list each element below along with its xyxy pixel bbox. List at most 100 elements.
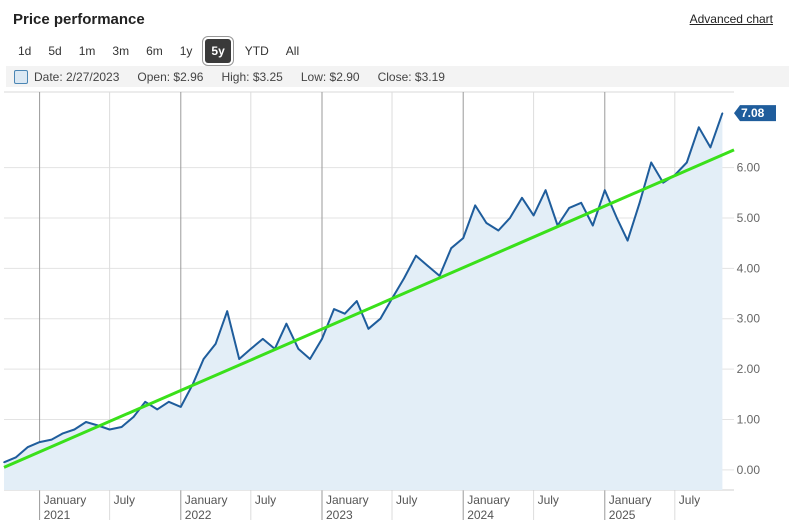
price-point bbox=[144, 401, 147, 403]
x-tick-year-label: 2023 bbox=[326, 508, 353, 522]
price-point bbox=[474, 204, 476, 207]
last-value-label: 7.08 bbox=[741, 106, 765, 120]
range-1m-button[interactable]: 1m bbox=[78, 44, 96, 58]
page-title: Price performance bbox=[13, 11, 145, 28]
x-tick-year-label: 2024 bbox=[467, 508, 494, 522]
info-close: Close: $3.19 bbox=[377, 69, 445, 84]
price-point bbox=[615, 217, 618, 219]
y-tick-label: 2.00 bbox=[737, 362, 761, 376]
price-point bbox=[108, 428, 111, 431]
price-point bbox=[568, 207, 570, 209]
series-swatch-icon bbox=[14, 69, 28, 84]
price-point bbox=[356, 300, 358, 302]
info-low: Low: $2.90 bbox=[300, 69, 360, 84]
price-point bbox=[709, 146, 712, 149]
range-1y-button[interactable]: 1y bbox=[179, 44, 193, 58]
info-high: High: $3.25 bbox=[221, 69, 283, 84]
x-tick-label: July bbox=[396, 493, 417, 507]
price-point bbox=[626, 239, 629, 242]
price-point bbox=[297, 348, 300, 350]
price-point bbox=[591, 224, 594, 227]
price-point bbox=[509, 217, 511, 219]
price-info-bar: Date: 2/27/2023 Open: $2.96 High: $3.25 … bbox=[6, 66, 789, 87]
price-point bbox=[3, 461, 5, 464]
price-point bbox=[497, 229, 500, 232]
range-6m-button[interactable]: 6m bbox=[146, 44, 163, 58]
y-tick-label: 6.00 bbox=[737, 161, 761, 175]
price-point bbox=[426, 265, 429, 267]
price-point bbox=[544, 189, 547, 192]
price-point bbox=[379, 317, 382, 320]
price-point bbox=[321, 338, 323, 340]
range-3m-button[interactable]: 3m bbox=[112, 44, 130, 58]
range-5d-button[interactable]: 5d bbox=[48, 44, 62, 58]
x-tick-label: January bbox=[467, 493, 510, 507]
x-tick-year-label: 2022 bbox=[185, 508, 212, 522]
price-point bbox=[73, 428, 76, 431]
price-point bbox=[309, 358, 311, 360]
price-point bbox=[226, 310, 229, 312]
info-open: Open: $2.96 bbox=[137, 69, 204, 84]
y-tick-label: 3.00 bbox=[737, 312, 761, 326]
price-point bbox=[168, 401, 170, 403]
range-5y-button[interactable]: 5y bbox=[205, 39, 231, 63]
price-point bbox=[285, 322, 288, 325]
price-point bbox=[120, 426, 123, 428]
last-value-badge bbox=[734, 105, 776, 122]
price-point bbox=[450, 247, 453, 249]
range-selector: 1d 5d 1m 3m 6m 1y 5y YTD All bbox=[10, 39, 308, 63]
price-area-fill bbox=[4, 113, 723, 490]
price-point bbox=[603, 189, 606, 192]
y-tick-label: 5.00 bbox=[737, 211, 761, 225]
x-tick-label: January bbox=[326, 493, 369, 507]
price-point bbox=[532, 214, 535, 217]
price-point bbox=[38, 441, 41, 443]
x-tick-label: July bbox=[114, 493, 135, 507]
price-point bbox=[250, 348, 252, 350]
price-point bbox=[262, 338, 264, 340]
price-point bbox=[686, 161, 688, 164]
price-point bbox=[638, 202, 641, 204]
info-date: Date: 2/27/2023 bbox=[34, 69, 120, 84]
price-point bbox=[521, 196, 523, 199]
price-point bbox=[132, 416, 135, 418]
y-tick-label: 1.00 bbox=[737, 412, 761, 426]
range-all-button[interactable]: All bbox=[285, 44, 300, 58]
price-point bbox=[179, 406, 182, 408]
x-tick-year-label: 2021 bbox=[44, 508, 71, 522]
advanced-chart-link[interactable]: Advanced chart bbox=[689, 12, 773, 26]
trendline-layer bbox=[3, 148, 735, 469]
y-tick-label: 0.00 bbox=[737, 463, 761, 477]
price-point bbox=[333, 308, 335, 310]
x-tick-label: January bbox=[185, 493, 228, 507]
price-point bbox=[415, 254, 417, 257]
price-line bbox=[3, 112, 724, 464]
price-point bbox=[214, 343, 217, 345]
range-1d-button[interactable]: 1d bbox=[18, 44, 32, 58]
price-point bbox=[650, 161, 653, 164]
price-point bbox=[15, 456, 17, 459]
range-ytd-button[interactable]: YTD bbox=[244, 44, 269, 58]
price-area bbox=[3, 112, 724, 490]
price-point bbox=[367, 327, 370, 330]
price-point bbox=[156, 408, 158, 411]
price-point bbox=[61, 432, 64, 435]
x-tick-label: July bbox=[679, 493, 700, 507]
y-axis-ticks: 0.00 1.00 2.00 3.00 4.00 5.00 6.00 bbox=[737, 161, 761, 477]
price-point bbox=[26, 446, 29, 448]
price-point bbox=[85, 421, 87, 423]
y-tick-label: 4.00 bbox=[737, 261, 761, 275]
x-tick-label: July bbox=[538, 493, 559, 507]
x-tick-label: July bbox=[255, 493, 276, 507]
price-point bbox=[202, 358, 205, 360]
price-point bbox=[485, 222, 488, 224]
price-point bbox=[344, 312, 346, 315]
x-tick-label: January bbox=[44, 493, 87, 507]
price-point bbox=[462, 237, 464, 239]
x-tick-year-label: 2025 bbox=[609, 508, 636, 522]
trendline bbox=[3, 148, 735, 469]
price-point bbox=[697, 126, 700, 129]
price-point bbox=[238, 358, 241, 360]
